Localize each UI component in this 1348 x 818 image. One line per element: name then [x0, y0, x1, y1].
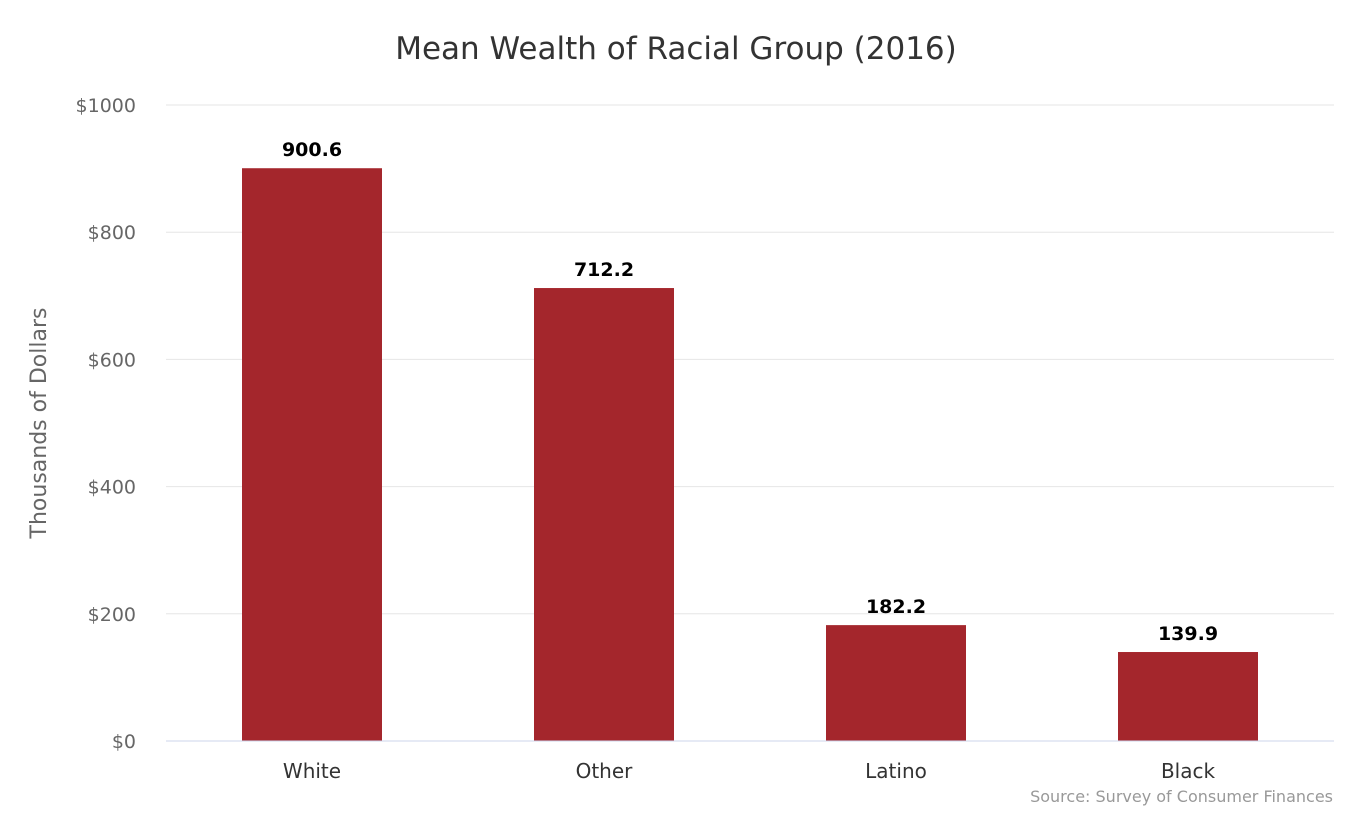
- y-tick-label: $1000: [76, 95, 136, 117]
- y-axis-tick-labels: $0 $200 $400 $600 $800 $1000: [76, 95, 136, 753]
- data-label-other: 712.2: [574, 259, 634, 281]
- x-tick-label-other: Other: [576, 759, 634, 783]
- data-labels: 900.6 712.2 182.2 139.9: [282, 139, 1218, 645]
- y-tick-label: $600: [88, 349, 136, 371]
- x-tick-label-white: White: [283, 759, 341, 783]
- y-tick-label: $400: [88, 477, 136, 499]
- bar-black: [1118, 652, 1258, 741]
- bar-white: [242, 168, 382, 742]
- data-label-latino: 182.2: [866, 596, 926, 618]
- y-tick-label: $0: [112, 731, 136, 753]
- bars: [242, 168, 1258, 742]
- x-axis-tick-labels: White Other Latino Black: [283, 759, 1216, 783]
- bar-latino: [826, 625, 966, 741]
- bar-other: [534, 288, 674, 741]
- y-axis-label: Thousands of Dollars: [27, 308, 52, 540]
- chart-title: Mean Wealth of Racial Group (2016): [395, 31, 957, 67]
- x-tick-label-latino: Latino: [865, 759, 927, 783]
- source-credit: Source: Survey of Consumer Finances: [1030, 787, 1333, 806]
- x-tick-label-black: Black: [1161, 759, 1216, 783]
- data-label-black: 139.9: [1158, 623, 1218, 645]
- y-tick-label: $800: [88, 222, 136, 244]
- data-label-white: 900.6: [282, 139, 342, 161]
- y-tick-label: $200: [88, 604, 136, 626]
